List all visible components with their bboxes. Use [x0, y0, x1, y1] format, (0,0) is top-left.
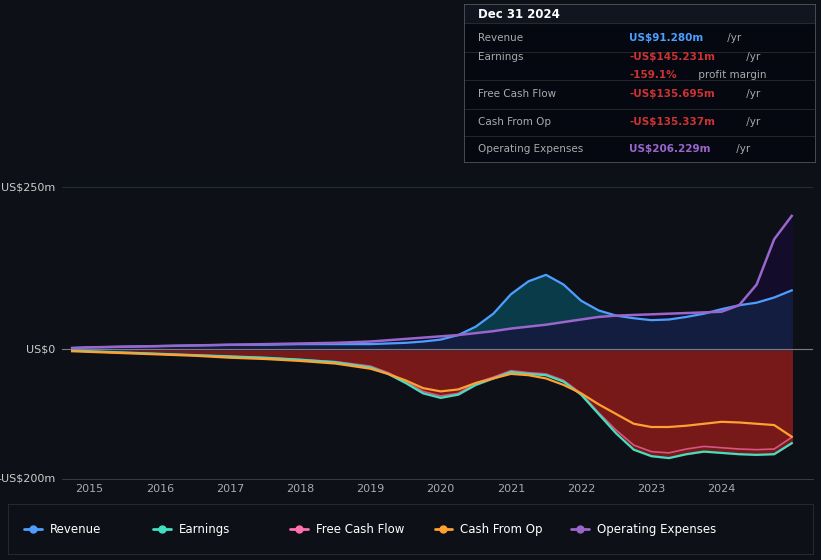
Text: -US$135.337m: -US$135.337m [629, 117, 715, 127]
Text: Revenue: Revenue [478, 32, 523, 43]
Text: Free Cash Flow: Free Cash Flow [315, 522, 404, 536]
Text: -US$200m: -US$200m [0, 474, 56, 484]
Text: Cash From Op: Cash From Op [478, 117, 551, 127]
Text: Revenue: Revenue [50, 522, 102, 536]
Text: /yr: /yr [733, 144, 750, 154]
Text: US$250m: US$250m [2, 183, 56, 193]
Text: /yr: /yr [743, 117, 760, 127]
Text: Cash From Op: Cash From Op [461, 522, 543, 536]
Bar [464, 4, 815, 24]
Text: Earnings: Earnings [478, 53, 524, 62]
Text: US$91.280m: US$91.280m [629, 32, 704, 43]
Text: profit margin: profit margin [695, 70, 767, 80]
Text: US$0: US$0 [26, 344, 56, 354]
Text: -US$135.695m: -US$135.695m [629, 90, 715, 100]
Text: Free Cash Flow: Free Cash Flow [478, 90, 556, 100]
Text: /yr: /yr [743, 90, 760, 100]
Text: -US$145.231m: -US$145.231m [629, 53, 715, 62]
Text: -159.1%: -159.1% [629, 70, 677, 80]
Text: /yr: /yr [743, 53, 760, 62]
Text: Dec 31 2024: Dec 31 2024 [478, 8, 560, 21]
Text: Earnings: Earnings [179, 522, 230, 536]
Text: Operating Expenses: Operating Expenses [478, 144, 583, 154]
Text: /yr: /yr [724, 32, 741, 43]
Text: US$206.229m: US$206.229m [629, 144, 710, 154]
Text: Operating Expenses: Operating Expenses [597, 522, 717, 536]
